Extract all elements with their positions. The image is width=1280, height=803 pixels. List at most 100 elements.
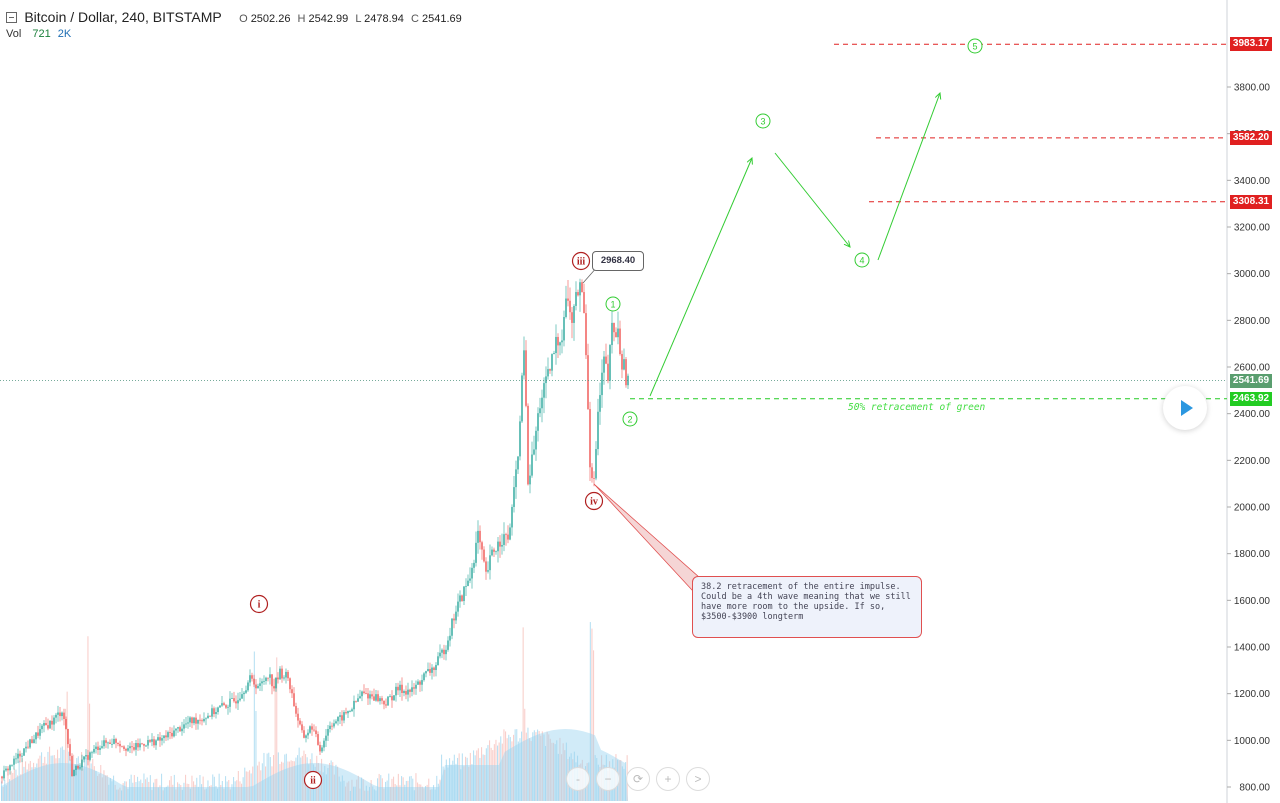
volume-bar (58, 758, 60, 801)
candle-body (53, 717, 55, 725)
candle-body (521, 375, 523, 422)
candle-body (79, 767, 81, 769)
candle-body (269, 674, 271, 678)
candle-body (419, 681, 421, 685)
candle-body (107, 742, 109, 744)
volume-bar (378, 773, 380, 801)
candle-body (445, 649, 447, 655)
candle-body (275, 677, 277, 689)
volume-bar (164, 787, 166, 801)
volume-bar (325, 774, 327, 801)
candle-body (265, 677, 267, 681)
volume-bar (341, 775, 343, 801)
candle-body (505, 534, 507, 536)
volume-bar (554, 744, 556, 801)
candle-body (149, 740, 151, 742)
volume-bar (292, 760, 294, 801)
candle-body (263, 680, 265, 682)
candle-body (589, 409, 591, 468)
play-icon[interactable] (1163, 386, 1207, 430)
candle-body (605, 356, 607, 364)
volume-bar (49, 746, 51, 801)
candle-body (177, 727, 179, 729)
volume-bar (279, 764, 281, 801)
wave-marker-red (584, 491, 604, 511)
volume-bar (116, 789, 118, 801)
candle-body (89, 752, 91, 760)
volume-bar (93, 766, 95, 801)
volume-bar (106, 775, 108, 801)
collapse-legend-button[interactable] (6, 12, 17, 23)
volume-bar (489, 740, 491, 801)
candle-body (299, 720, 301, 725)
volume-bar (101, 777, 103, 801)
level-tag-3308: 3308.31 (1230, 194, 1272, 209)
candle-body (267, 677, 269, 679)
candle-body (251, 675, 253, 679)
volume-bar (545, 745, 547, 801)
candle-body (3, 770, 5, 779)
volume-bar (365, 785, 367, 801)
reset-icon[interactable]: ⟳ (626, 767, 650, 791)
volume-bar (521, 731, 523, 801)
level-tag-3582: 3582.20 (1230, 130, 1272, 145)
candle-body (39, 729, 41, 736)
candle-body (379, 698, 381, 702)
volume-bar (357, 775, 359, 801)
candle-body (241, 694, 243, 699)
volume-bar (493, 744, 495, 801)
volume-bar (297, 755, 299, 801)
high-price-label: 2968.40 (592, 251, 644, 271)
candle-body (429, 669, 431, 673)
volume-bar (532, 732, 534, 801)
volume-bar (505, 731, 507, 801)
volume-bar (100, 765, 102, 801)
candle-body (527, 405, 529, 485)
scroll-left-icon[interactable]: - (566, 767, 590, 791)
volume-bar (330, 760, 332, 801)
volume-bar (169, 780, 171, 801)
candle-body (343, 712, 345, 721)
volume-bar (284, 754, 286, 801)
volume-bar (175, 789, 177, 801)
volume-bar (65, 708, 67, 801)
candle-body (447, 640, 449, 650)
volume-bar (332, 762, 334, 801)
candle-body (401, 684, 403, 693)
candle-body (223, 703, 225, 706)
candle-body (569, 300, 571, 313)
volume-bar (285, 753, 287, 801)
volume-bar (556, 740, 558, 801)
candle-body (509, 527, 511, 540)
volume-bar (201, 784, 203, 801)
candle-body (571, 312, 573, 323)
scroll-right-icon[interactable]: > (686, 767, 710, 791)
volume-bar (621, 766, 623, 801)
volume-bar (44, 756, 46, 801)
volume-bar (492, 750, 494, 801)
volume-bar (180, 785, 182, 801)
zoom-in-icon[interactable]: + (656, 767, 680, 791)
volume-bar (36, 763, 38, 801)
candle-body (601, 372, 603, 396)
volume-bar (269, 757, 271, 801)
candle-body (485, 561, 487, 572)
volume-bar (353, 786, 355, 801)
volume-bar (193, 781, 195, 801)
candle-body (193, 717, 195, 724)
volume-ma-value: 2K (57, 28, 72, 40)
candle-body (195, 717, 197, 724)
volume-bar (194, 784, 196, 801)
candle-body (435, 665, 437, 671)
volume-bar (301, 755, 303, 801)
candle-body (291, 689, 293, 694)
candle-body (271, 674, 273, 687)
volume-bar (157, 787, 159, 801)
volume-bar (594, 755, 596, 801)
volume-bar (229, 789, 231, 801)
volume-bar (73, 754, 75, 801)
zoom-out-icon[interactable]: − (596, 767, 620, 791)
volume-bar (452, 760, 454, 801)
volume-bar (337, 766, 339, 801)
